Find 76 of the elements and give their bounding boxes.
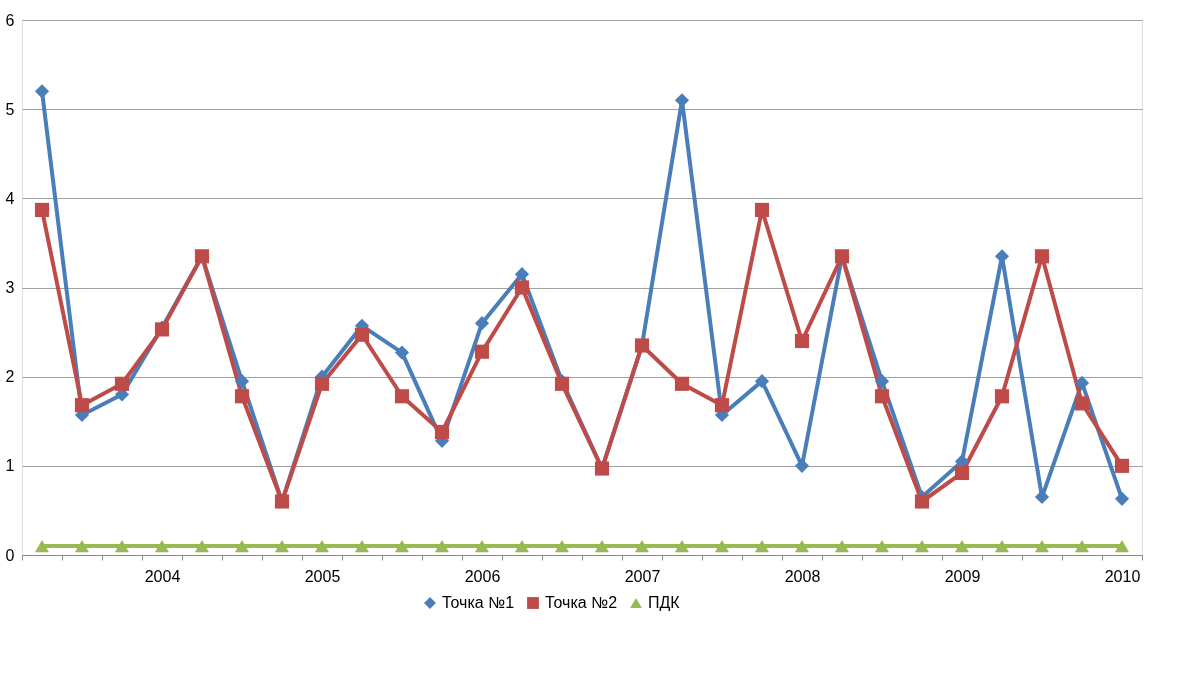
point <box>674 376 690 391</box>
y-tick-label: 4 <box>5 189 15 207</box>
point <box>234 389 250 404</box>
point <box>1034 539 1050 553</box>
point <box>194 539 210 553</box>
legend-label: Точка №2 <box>545 594 618 611</box>
x-tick-label: 2004 <box>144 567 181 585</box>
point <box>674 539 690 553</box>
legend-label: ПДК <box>648 594 681 611</box>
point <box>714 539 730 553</box>
point <box>794 333 810 349</box>
x-tick-label: 2005 <box>304 567 341 585</box>
point <box>954 539 970 553</box>
point <box>34 84 50 99</box>
point <box>514 267 530 282</box>
point <box>714 398 730 413</box>
y-tick-label: 6 <box>5 11 15 29</box>
point <box>434 539 450 553</box>
point <box>554 539 570 553</box>
point <box>754 202 770 217</box>
point <box>34 202 50 217</box>
point <box>1074 539 1090 553</box>
point <box>1114 539 1130 553</box>
point <box>634 539 650 553</box>
point <box>34 539 50 553</box>
x-tick-label: 2008 <box>784 567 821 585</box>
point <box>354 539 370 553</box>
point <box>514 539 530 553</box>
point <box>1074 396 1090 411</box>
y-tick-label: 5 <box>5 100 15 118</box>
point <box>874 374 890 389</box>
point <box>474 316 490 331</box>
point <box>314 376 330 391</box>
point <box>794 458 810 473</box>
point <box>394 389 410 404</box>
y-tick-label: 3 <box>5 279 15 296</box>
point <box>1074 375 1090 390</box>
point <box>1034 249 1050 264</box>
point <box>314 539 330 553</box>
point <box>754 374 770 389</box>
x-tick-label: 2010 <box>1104 567 1141 585</box>
point <box>954 465 970 481</box>
point <box>394 539 410 553</box>
point <box>594 539 610 553</box>
point <box>474 539 490 553</box>
point <box>274 539 290 553</box>
point <box>74 398 90 413</box>
point <box>394 345 410 360</box>
point <box>354 327 370 342</box>
point <box>754 539 770 553</box>
point <box>74 539 90 553</box>
legend-label: Точка №1 <box>442 594 515 611</box>
point <box>874 539 890 553</box>
point <box>994 539 1010 553</box>
point <box>994 389 1010 404</box>
y-tick-label: 2 <box>5 368 15 386</box>
y-tick-label: 1 <box>5 457 15 475</box>
point <box>794 539 810 553</box>
point <box>434 424 450 440</box>
x-tick-label: 2006 <box>464 567 501 585</box>
point <box>834 539 850 553</box>
x-tick-label: 2009 <box>944 567 981 585</box>
point <box>114 539 130 553</box>
point <box>234 374 250 389</box>
point <box>514 280 530 295</box>
point <box>154 539 170 553</box>
y-tick-label: 0 <box>5 546 15 564</box>
x-tick-label: 2007 <box>624 567 661 585</box>
point <box>474 344 490 359</box>
point <box>1114 458 1130 473</box>
point <box>874 389 890 404</box>
point <box>114 376 130 391</box>
point <box>234 539 250 553</box>
point <box>914 494 930 509</box>
point <box>914 539 930 553</box>
point <box>1114 491 1130 506</box>
